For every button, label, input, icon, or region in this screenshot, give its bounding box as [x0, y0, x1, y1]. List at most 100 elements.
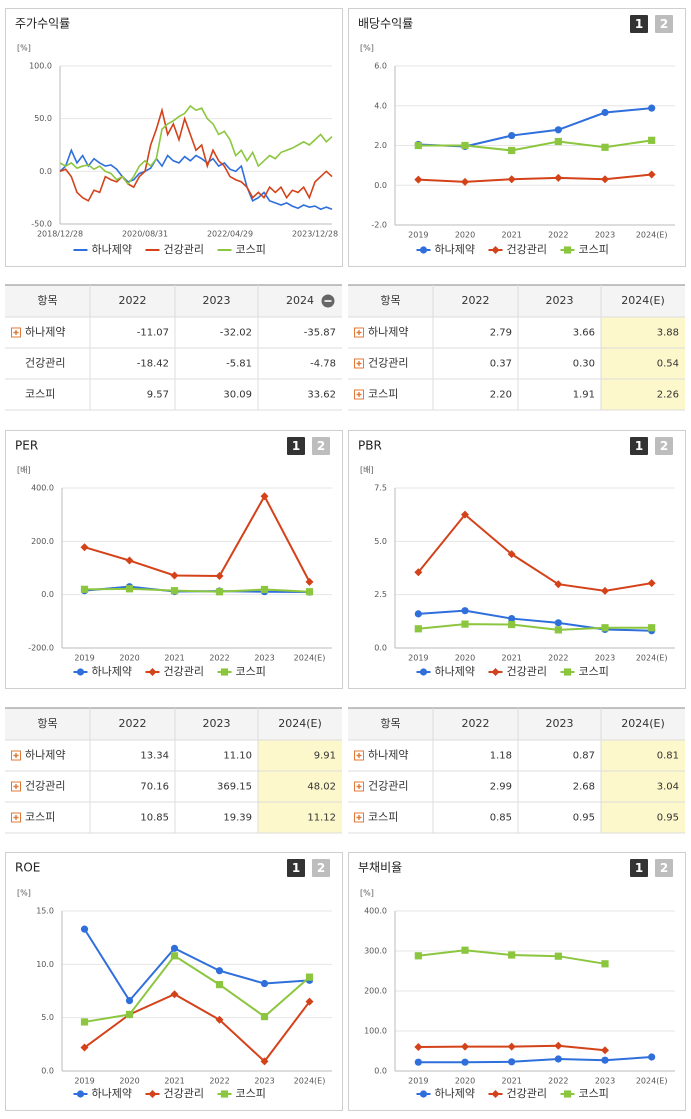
- y-tick-label: 200.0: [31, 537, 54, 546]
- marker: [414, 141, 422, 150]
- y-tick-label: 100.0: [364, 1027, 387, 1036]
- series-line: [84, 587, 310, 593]
- legend-label: 코스피: [236, 1087, 266, 1100]
- cell-value: 11.12: [307, 813, 336, 824]
- x-tick-label: 2024(E): [636, 1077, 668, 1086]
- tab-label[interactable]: 2: [660, 17, 668, 31]
- marker: [125, 997, 134, 1005]
- marker: [260, 1013, 269, 1021]
- chart-title: 주가수익률: [15, 17, 70, 31]
- expand-icon-plus: [13, 815, 19, 820]
- y-tick-label: 4.0: [374, 101, 387, 110]
- marker: [215, 571, 224, 580]
- x-tick-label: 2022/04/29: [207, 230, 253, 239]
- marker: [508, 131, 516, 140]
- row-label: 코스피: [25, 811, 55, 824]
- tab-label[interactable]: 1: [292, 439, 300, 453]
- expand-icon-plus: [356, 753, 362, 758]
- marker: [170, 571, 179, 580]
- expand-icon-plus: [13, 784, 19, 789]
- marker: [601, 1046, 609, 1055]
- tab-label[interactable]: 2: [660, 861, 668, 875]
- series-line: [84, 494, 311, 583]
- table-header-bg: [348, 285, 685, 317]
- x-tick-label: 2019: [408, 231, 428, 240]
- tab-label[interactable]: 2: [317, 439, 325, 453]
- marker: [507, 175, 516, 184]
- x-tick-label: 2020: [455, 1077, 475, 1086]
- marker: [554, 952, 562, 960]
- table-header-bg: [348, 708, 685, 740]
- tab-button[interactable]: [312, 859, 330, 877]
- marker: [601, 624, 609, 632]
- tab-label[interactable]: 1: [635, 17, 643, 31]
- x-tick-label: 2024(E): [294, 1077, 326, 1086]
- marker: [125, 1010, 134, 1019]
- tab-button[interactable]: [287, 437, 305, 455]
- marker: [491, 1090, 500, 1098]
- marker: [461, 607, 469, 615]
- tab-button[interactable]: [630, 15, 648, 33]
- row-label: 건강관리: [25, 780, 65, 793]
- tab-label[interactable]: 1: [635, 861, 643, 875]
- marker: [305, 577, 314, 586]
- marker: [170, 587, 179, 595]
- marker: [601, 175, 609, 184]
- row-label: 코스피: [25, 388, 55, 401]
- marker: [220, 668, 229, 676]
- tab-label[interactable]: 1: [292, 861, 300, 875]
- cell-value: 2.26: [657, 390, 679, 401]
- table-header-bg: [5, 708, 342, 740]
- x-tick-label: 2022: [548, 1077, 568, 1086]
- marker: [215, 588, 224, 596]
- column-header: 2023: [546, 294, 574, 307]
- y-tick-label: 5.0: [41, 1013, 54, 1022]
- marker: [125, 556, 134, 565]
- y-tick-label: 0.0: [41, 1067, 54, 1076]
- tab-button[interactable]: [655, 437, 673, 455]
- series-line: [417, 513, 652, 592]
- tab-button[interactable]: [287, 859, 305, 877]
- marker: [80, 585, 89, 593]
- y-tick-label: 0.0: [41, 590, 54, 599]
- row-label: 건강관리: [368, 780, 408, 793]
- highlight-column: [601, 740, 685, 833]
- tab-button[interactable]: [630, 437, 648, 455]
- y-unit: [%]: [17, 889, 31, 898]
- x-tick-label: 2019: [74, 1077, 94, 1086]
- panel: [348, 430, 686, 689]
- tab-button[interactable]: [312, 437, 330, 455]
- tab-label[interactable]: 2: [660, 439, 668, 453]
- marker: [491, 668, 500, 676]
- panel: [348, 852, 686, 1111]
- x-tick-label: 2023: [595, 1077, 615, 1086]
- cell-value: 1.18: [490, 751, 512, 762]
- tab-label[interactable]: 1: [635, 439, 643, 453]
- marker: [414, 625, 422, 633]
- legend-label: 하나제약: [92, 1086, 132, 1100]
- chart-title: PER: [15, 439, 38, 453]
- marker: [419, 1090, 428, 1098]
- legend-label: 하나제약: [92, 664, 132, 678]
- cell-value: 0.85: [490, 813, 512, 824]
- legend-label: 하나제약: [435, 242, 475, 256]
- marker: [461, 946, 469, 954]
- marker: [601, 143, 609, 151]
- marker: [508, 1058, 516, 1066]
- expand-icon-plus: [356, 361, 362, 366]
- marker: [491, 246, 500, 254]
- series-line: [418, 623, 652, 631]
- cell-value: 11.10: [223, 751, 252, 762]
- x-tick-label: 2023: [254, 1077, 274, 1086]
- tab-label[interactable]: 2: [317, 861, 325, 875]
- marker: [461, 177, 469, 186]
- cell-value: -32.02: [220, 328, 252, 339]
- tab-button[interactable]: [655, 859, 673, 877]
- marker: [461, 510, 469, 519]
- tab-button[interactable]: [655, 15, 673, 33]
- marker: [80, 543, 89, 552]
- tab-button[interactable]: [630, 859, 648, 877]
- x-tick-label: 2021: [164, 1077, 184, 1086]
- column-header: 항목: [380, 294, 400, 307]
- series-line: [83, 928, 310, 1003]
